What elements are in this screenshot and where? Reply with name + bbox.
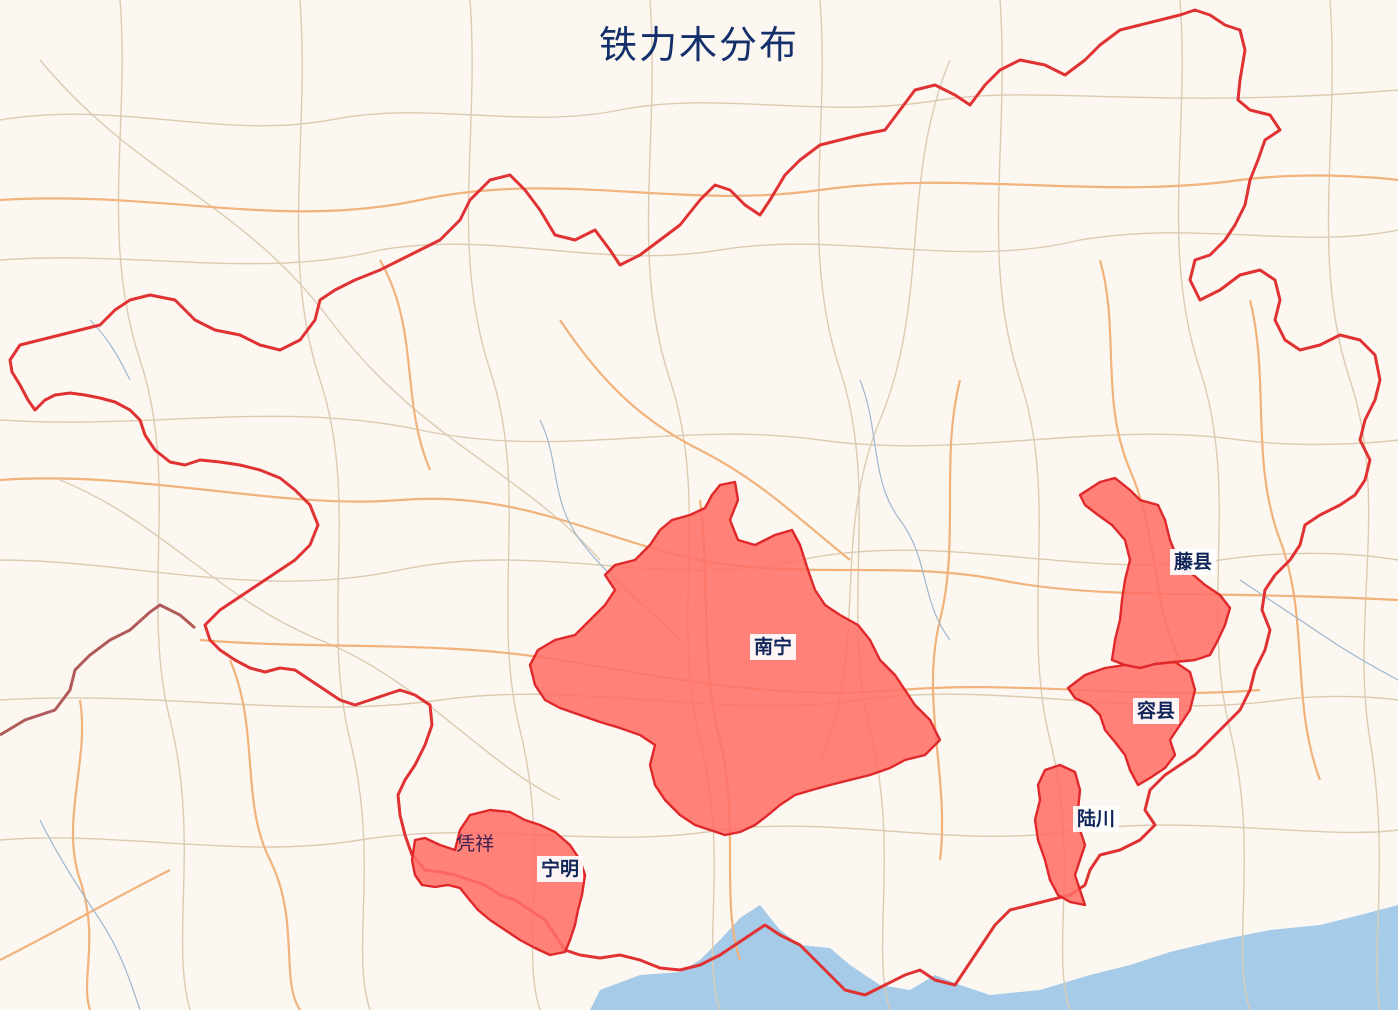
- label-luchuan: 陆川: [1073, 806, 1120, 832]
- label-tengxian: 藤县: [1170, 549, 1217, 575]
- region-tengxian[interactable]: [1078, 476, 1232, 670]
- label-rongxian: 容县: [1133, 698, 1180, 724]
- province-border: [8, 8, 1382, 997]
- country-border: [0, 603, 196, 737]
- region-nanning[interactable]: [528, 480, 942, 837]
- region-pingxiang-ningming[interactable]: [410, 808, 587, 957]
- label-pingxiang: 凭祥: [456, 833, 495, 855]
- region-luchuan[interactable]: [1033, 763, 1087, 907]
- map-title: 铁力木分布: [598, 23, 799, 67]
- sea-area: [590, 905, 1398, 1010]
- label-nanning: 南宁: [750, 634, 797, 660]
- region-rongxian[interactable]: [1066, 660, 1197, 787]
- label-ningming: 宁明: [537, 856, 584, 882]
